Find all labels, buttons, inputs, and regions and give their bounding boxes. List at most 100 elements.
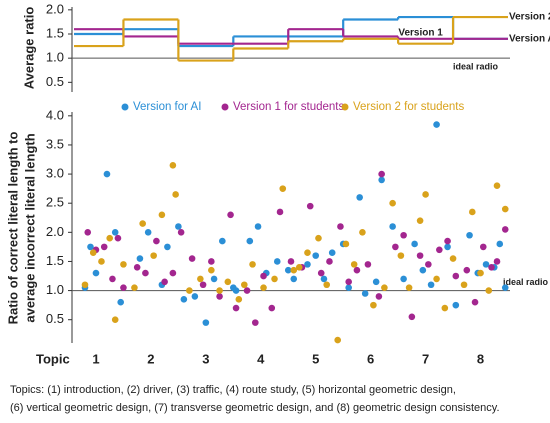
caption: (6) vertical geometric design, (7) trans… (10, 402, 500, 414)
data-point (422, 191, 429, 198)
x-tick-label: 1 (92, 351, 99, 366)
data-point (131, 284, 138, 291)
data-point (364, 261, 372, 268)
data-point (304, 261, 311, 268)
y-tick-label: 1.5 (46, 253, 64, 268)
data-point (328, 249, 336, 257)
data-point (315, 234, 322, 242)
data-point (378, 170, 385, 178)
data-point (444, 243, 451, 251)
x-tick-label: 5 (312, 351, 319, 366)
data-point (208, 266, 215, 274)
data-point (359, 229, 366, 236)
legend-marker (121, 103, 129, 111)
data-point (186, 287, 193, 294)
data-point (342, 240, 350, 248)
data-point (436, 246, 443, 254)
data-point (279, 185, 287, 192)
data-point (452, 272, 460, 280)
data-point (427, 281, 435, 289)
data-point (191, 293, 199, 300)
y-tick-label: 2.5 (46, 195, 64, 210)
data-point (139, 220, 146, 227)
data-point (161, 278, 168, 286)
data-point (405, 284, 413, 291)
legend-label: Version for AI (133, 101, 201, 113)
data-point (290, 266, 298, 274)
data-point (84, 229, 92, 236)
data-point (312, 252, 320, 259)
data-point (98, 258, 105, 265)
data-point (389, 223, 396, 230)
data-point (103, 170, 111, 178)
data-point (400, 275, 407, 283)
data-point (106, 234, 114, 242)
data-point (397, 252, 405, 259)
data-point (463, 266, 471, 274)
data-point (466, 231, 473, 239)
data-point (235, 296, 243, 303)
data-point (111, 229, 119, 236)
data-point (452, 301, 460, 309)
data-point (468, 208, 476, 216)
data-point (202, 319, 210, 326)
data-point (370, 301, 377, 309)
data-point (471, 298, 479, 306)
data-point (144, 229, 152, 236)
data-point (493, 258, 501, 265)
data-point (199, 281, 207, 289)
chart: Average ratio Ratio of correct literal l… (5, 1, 550, 366)
series-label: Version 2 (509, 12, 550, 23)
y-tick-label: 1.5 (46, 25, 64, 40)
data-point (501, 205, 509, 213)
data-point (232, 304, 240, 312)
y-tick-label: 3.0 (46, 166, 64, 181)
data-point (111, 316, 119, 324)
data-point (389, 199, 396, 207)
data-point (501, 284, 509, 291)
data-point (232, 287, 240, 294)
data-point (92, 269, 100, 277)
data-point (169, 269, 177, 277)
data-point (400, 231, 407, 239)
legend-label: Version 2 for students (353, 101, 464, 113)
data-point (449, 255, 457, 262)
data-point (345, 278, 352, 286)
data-point (488, 263, 495, 271)
data-point (416, 252, 424, 259)
y-tick-label: 0.5 (46, 311, 64, 326)
data-point (208, 258, 215, 265)
y-tick-label: 2.0 (46, 224, 64, 239)
data-point (276, 208, 284, 216)
data-point (180, 296, 188, 303)
x-tick-label: 4 (257, 351, 265, 366)
x-tick-label: 6 (367, 351, 374, 366)
data-point (260, 272, 267, 280)
data-point (306, 202, 314, 210)
data-point (290, 275, 298, 283)
data-point (444, 237, 451, 245)
data-point (353, 266, 361, 274)
data-point (320, 275, 328, 283)
data-point (460, 281, 468, 289)
data-point (249, 261, 256, 268)
data-point (408, 313, 416, 321)
data-point (227, 211, 234, 219)
data-point (219, 237, 226, 245)
data-point (150, 252, 157, 259)
series-label: Version AI (509, 33, 550, 44)
data-point (114, 234, 122, 242)
data-point (169, 162, 177, 169)
data-point (477, 269, 484, 277)
y-tick-label: 1.0 (46, 282, 64, 297)
data-point (246, 237, 254, 245)
data-point (172, 191, 179, 198)
data-point (375, 293, 383, 300)
data-point (482, 261, 490, 268)
data-point (304, 249, 311, 257)
data-point (175, 223, 182, 230)
caption: Topics: (1) introduction, (2) driver, (3… (10, 384, 456, 396)
data-point (284, 266, 292, 274)
data-point (241, 281, 248, 289)
